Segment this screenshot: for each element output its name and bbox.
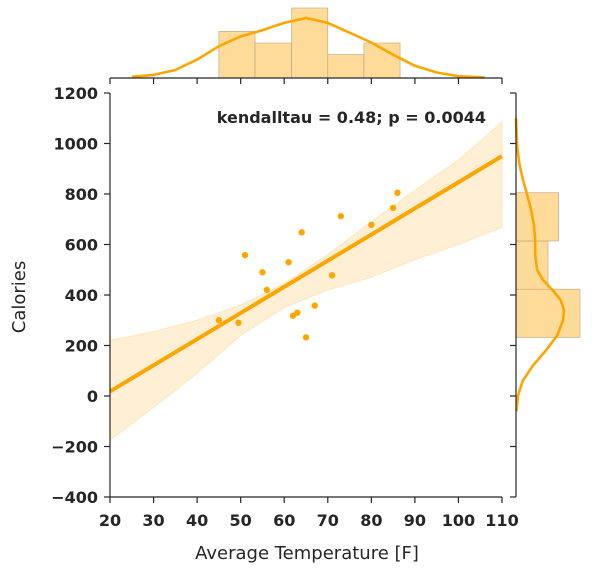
y-tick-label: 400 [65,286,98,305]
y-tick-label: −200 [51,438,98,457]
x-tick-label: 80 [360,511,382,530]
data-point-15 [390,205,396,211]
x-tick-label: 70 [317,511,339,530]
x-tick-label: 110 [485,511,518,530]
x-axis-title: Average Temperature [F] [195,543,419,564]
y-tick-label: 600 [65,236,98,255]
x-tick-label: 60 [273,511,295,530]
x-tick-label: 100 [442,511,475,530]
data-point-16 [394,190,400,196]
data-point-12 [329,272,335,278]
marginal-y-histogram [516,118,580,411]
y-tick-label: 1000 [53,135,98,154]
main-scatter-plot [110,122,502,440]
y-tick-label: −400 [51,488,98,507]
y-tick-label: 1200 [53,84,98,103]
data-point-11 [312,302,318,308]
data-point-5 [264,287,270,293]
data-point-9 [298,229,304,235]
data-point-2 [235,320,241,326]
data-point-14 [368,222,374,228]
y-tick-label: 200 [65,337,98,356]
marginal-y-bar-1 [516,289,580,337]
data-point-10 [303,334,309,340]
confidence-band [110,122,502,440]
data-point-8 [294,309,300,315]
y-tick-label: 0 [87,387,98,406]
data-point-4 [259,269,265,275]
x-tick-label: 50 [230,511,252,530]
marginal-y-bar-3 [516,193,559,241]
data-point-13 [338,213,344,219]
x-tick-label: 20 [99,511,121,530]
regression-line [110,156,502,391]
data-point-3 [242,252,248,258]
y-tick-label: 800 [65,185,98,204]
marginal-x-bar-4 [328,55,364,78]
y-axis-title: Calories [9,261,30,333]
data-point-6 [285,259,291,265]
kendalltau-annotation: kendalltau = 0.48; p = 0.0044 [217,108,486,127]
marginal-x-bar-2 [255,43,292,78]
x-tick-label: 90 [404,511,426,530]
data-point-1 [216,317,222,323]
marginal-x-histogram [132,8,485,78]
x-tick-label: 30 [142,511,164,530]
x-tick-label: 40 [186,511,208,530]
